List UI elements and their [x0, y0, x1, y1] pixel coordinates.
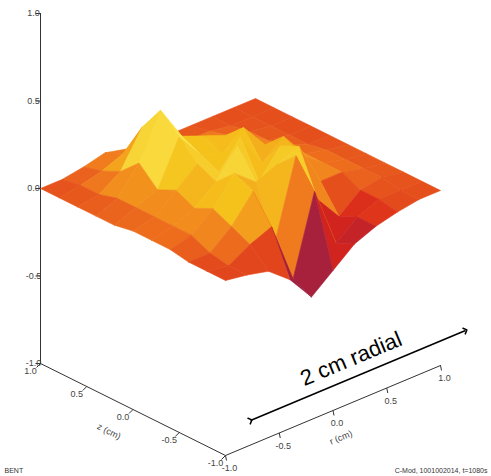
svg-text:C-Mod, 1001002014, t=1080s: C-Mod, 1001002014, t=1080s	[395, 467, 488, 474]
svg-text:0.5: 0.5	[384, 396, 397, 406]
svg-text:BENT: BENT	[5, 467, 24, 474]
svg-text:0.0: 0.0	[117, 412, 130, 422]
svg-text:-1.0: -1.0	[25, 358, 42, 369]
svg-text:r (cm): r (cm)	[328, 428, 354, 446]
svg-text:0.0: 0.0	[331, 418, 344, 428]
svg-text:-0.5: -0.5	[161, 435, 177, 445]
svg-text:2 cm radial: 2 cm radial	[296, 326, 405, 391]
svg-text:1.0: 1.0	[24, 366, 37, 376]
svg-text:1.0: 1.0	[27, 8, 40, 18]
svg-text:0.5: 0.5	[70, 389, 83, 399]
svg-text:-0.5: -0.5	[26, 271, 42, 281]
svg-text:0.5: 0.5	[27, 96, 40, 106]
svg-text:-1.0: -1.0	[207, 458, 224, 469]
svg-text:z (cm): z (cm)	[96, 421, 123, 441]
svg-text:-0.5: -0.5	[275, 441, 291, 451]
svg-text:0.0: 0.0	[27, 183, 40, 193]
svg-text:-1.0: -1.0	[222, 463, 238, 473]
svg-text:1.0: 1.0	[438, 373, 451, 383]
